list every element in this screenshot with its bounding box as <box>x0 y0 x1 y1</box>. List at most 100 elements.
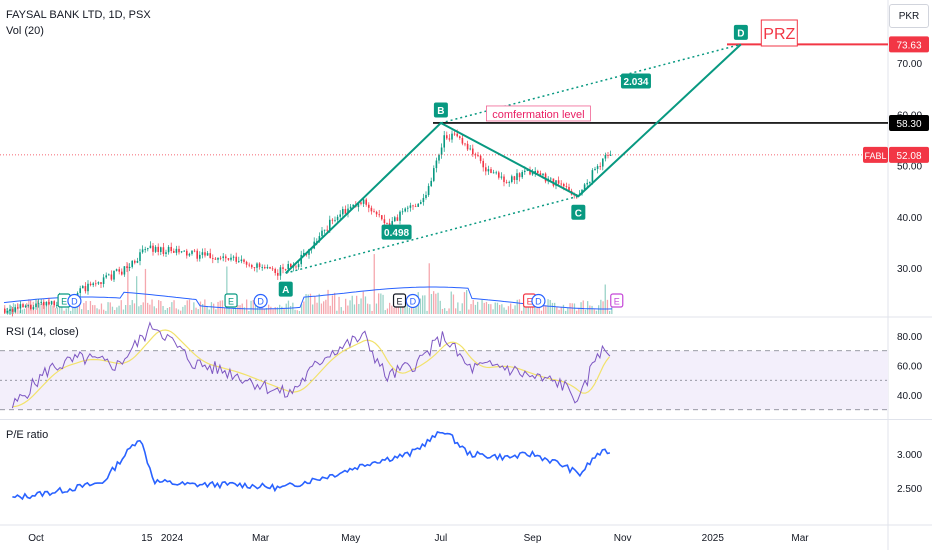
volume-bar <box>474 304 477 314</box>
candle-body <box>331 219 334 221</box>
candle-body <box>219 257 222 259</box>
volume-bar <box>523 305 525 314</box>
candle-body <box>399 211 401 221</box>
candle-body <box>334 219 336 221</box>
currency-button[interactable]: PKR <box>889 4 929 28</box>
volume-bar <box>37 300 39 314</box>
volume-bar <box>122 309 125 314</box>
candle-body <box>186 250 188 256</box>
candle-body <box>448 138 451 140</box>
candle-body <box>113 270 115 280</box>
candle-body <box>136 261 139 263</box>
candle-body <box>550 178 552 180</box>
volume-bar <box>393 307 395 314</box>
candle-body <box>180 251 183 253</box>
volume-bar <box>382 294 384 314</box>
candle-body <box>365 199 367 205</box>
candle-body <box>453 133 456 135</box>
volume-bar <box>133 303 136 314</box>
candle-body <box>17 307 19 309</box>
volume-bar <box>367 303 369 314</box>
candle-body <box>557 180 560 184</box>
volume-bar <box>239 305 241 314</box>
volume-bar <box>34 310 37 314</box>
candle-body <box>100 282 102 284</box>
candle-body <box>167 246 170 253</box>
volume-bar <box>329 305 331 314</box>
volume-bar <box>338 296 340 314</box>
candle-body <box>32 307 35 310</box>
volume-bar <box>422 295 424 314</box>
candle-body <box>329 219 331 230</box>
confirmation-price-badge-box <box>889 114 929 131</box>
volume-bar <box>151 299 153 314</box>
volume-bar <box>455 308 457 314</box>
candle-body <box>407 207 409 209</box>
candle-body <box>435 160 438 169</box>
candle-body <box>266 267 269 269</box>
candle-body <box>251 265 253 268</box>
candle-body <box>425 194 427 198</box>
volume-bar <box>483 302 485 314</box>
candle-body <box>248 264 250 266</box>
candle-body <box>451 133 453 140</box>
candle-body <box>362 199 365 204</box>
candle-body <box>482 160 484 168</box>
candle-body <box>352 204 354 207</box>
volume-bar <box>191 309 193 314</box>
volume-bar <box>391 305 393 314</box>
candle-body <box>9 309 11 312</box>
candle-body <box>56 305 58 306</box>
volume-bar <box>184 305 186 314</box>
candle-body <box>243 259 245 262</box>
volume-bar <box>327 289 329 314</box>
volume-bar <box>584 309 587 314</box>
volume-bar <box>193 302 195 314</box>
point-label-b: B <box>437 106 444 117</box>
candle-body <box>43 301 45 306</box>
time-tick-label: Mar <box>791 533 809 544</box>
candle-body <box>212 258 214 259</box>
volume-bar <box>415 306 417 314</box>
candle-body <box>232 256 235 258</box>
volume-bar <box>331 295 334 314</box>
candle-body <box>542 173 544 176</box>
candle-body <box>87 283 89 292</box>
candle-body <box>505 182 508 183</box>
volume-bar <box>521 310 523 314</box>
volume-bar <box>587 301 589 314</box>
time-tick-label: Nov <box>614 533 632 544</box>
candle-body <box>79 288 81 293</box>
volume-bar <box>180 310 182 314</box>
earnings-marker-label: E <box>397 297 403 307</box>
volume-bar <box>435 293 437 314</box>
volume-bar <box>114 310 116 314</box>
volume-bar <box>499 304 501 314</box>
candle-body <box>472 148 474 155</box>
volume-bar <box>459 310 461 314</box>
candle-body <box>401 211 404 213</box>
volume-bar <box>237 305 239 314</box>
volume-bar <box>323 301 325 314</box>
volume-bar <box>342 310 345 314</box>
volume-bar <box>279 304 281 314</box>
volume-bar <box>510 303 512 314</box>
candle-body <box>134 260 136 263</box>
volume-bar <box>516 299 518 314</box>
candle-body <box>230 257 232 260</box>
candle-body <box>589 181 591 183</box>
candle-body <box>154 246 157 252</box>
candle-body <box>430 180 432 187</box>
candle-body <box>11 309 14 312</box>
candle-body <box>508 181 510 183</box>
volume-bar <box>373 254 375 314</box>
volume-bar <box>243 307 246 314</box>
volume-bar <box>496 302 499 314</box>
candle-body <box>269 267 271 269</box>
candle-body <box>256 263 258 268</box>
volume-bar <box>301 304 303 314</box>
candle-body <box>123 266 126 275</box>
candle-body <box>602 158 604 167</box>
volume-bar <box>540 310 543 314</box>
